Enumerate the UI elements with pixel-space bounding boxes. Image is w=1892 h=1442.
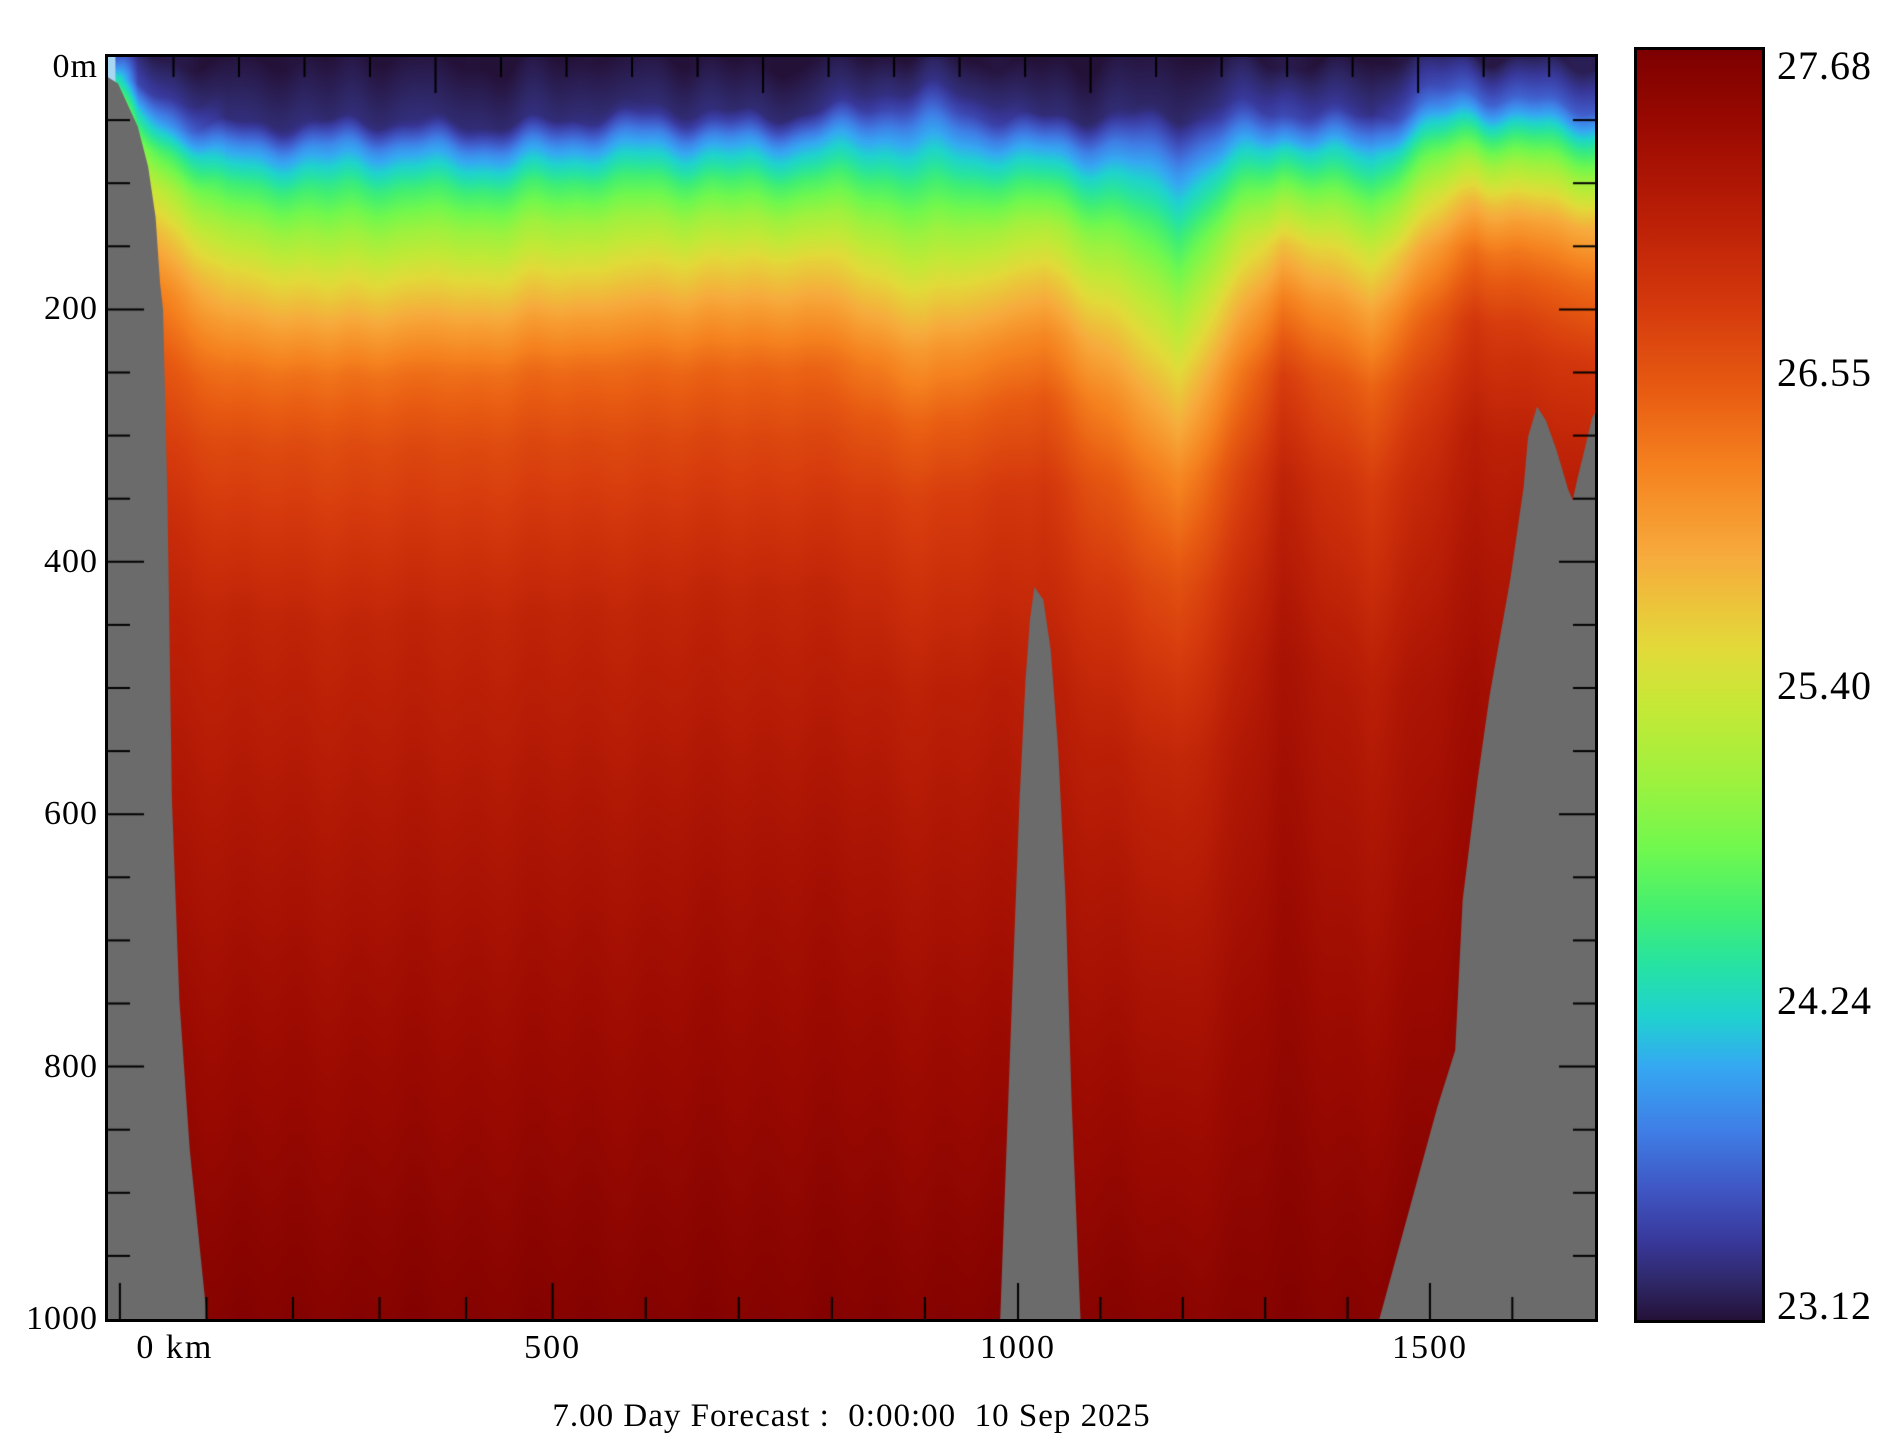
density-colorbar xyxy=(1634,47,1765,1323)
distance-tick-label: 0 km xyxy=(136,1329,214,1366)
colorbar-tick-label: 25.40 xyxy=(1777,663,1872,708)
depth-tick-label: 400 xyxy=(44,542,98,580)
distance-tick-label: 1500 xyxy=(1391,1329,1468,1366)
density-section-canvas xyxy=(108,57,1595,1319)
section-plot xyxy=(105,54,1598,1322)
depth-tick-label: 200 xyxy=(44,290,98,328)
colorbar-tick-label: 24.24 xyxy=(1777,978,1872,1024)
distance-tick-label: 500 xyxy=(524,1329,582,1366)
depth-tick-label: 800 xyxy=(44,1047,98,1085)
distance-tick-label: 1000 xyxy=(980,1329,1057,1366)
depth-tick-label: 1000 xyxy=(26,1300,98,1337)
colorbar-tick-label: 26.55 xyxy=(1777,350,1872,396)
depth-tick-label: 600 xyxy=(44,795,98,833)
colorbar-tick-label: 27.68 xyxy=(1777,43,1872,88)
caption: 7.00 Day Forecast : 0:00:00 10 Sep 2025 xyxy=(552,1398,1151,1434)
colorbar-tick-label: 23.12 xyxy=(1777,1283,1872,1328)
depth-tick-label: 0m xyxy=(52,48,98,85)
